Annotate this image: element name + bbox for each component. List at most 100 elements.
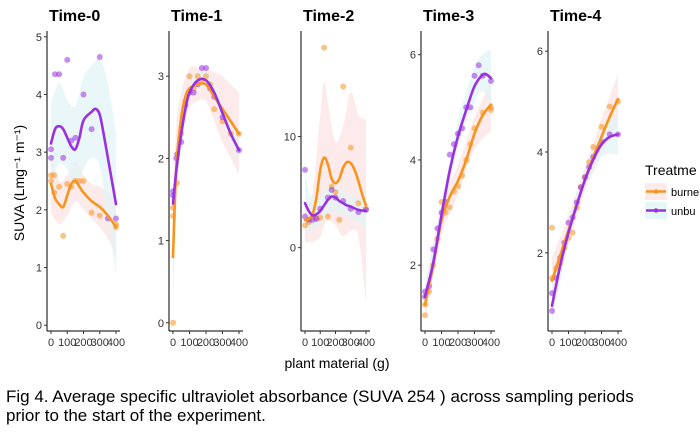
- data-point-unburned: [313, 215, 320, 222]
- y-tick-label: 3: [158, 71, 164, 83]
- data-point-unburned: [72, 134, 79, 141]
- x-tick-label: 400: [107, 337, 125, 349]
- x-tick-label: 300: [91, 337, 109, 349]
- smooth-fit-line-unburned: [171, 77, 241, 205]
- data-point-unburned: [446, 151, 453, 158]
- x-tick-label: 200: [197, 337, 215, 349]
- confidence-band-burned: [51, 155, 116, 256]
- x-tick-label: 100: [58, 337, 76, 349]
- smooth-fit-line-unburned: [423, 72, 493, 299]
- data-point-burned: [321, 44, 328, 51]
- x-tick-label: 100: [559, 337, 577, 349]
- y-tick-label: 6: [537, 46, 543, 58]
- data-point-unburned: [48, 146, 54, 153]
- legend-title: Treatme: [645, 162, 697, 178]
- x-tick-label: 200: [74, 337, 92, 349]
- data-point-unburned: [113, 215, 119, 222]
- figure-caption: Fig 4. Average specific ultraviolet abso…: [6, 387, 696, 425]
- x-tick-label: 0: [302, 337, 308, 349]
- x-tick-label: 400: [609, 337, 627, 349]
- legend-key-burned-point: [653, 189, 659, 194]
- y-tick-label: 5: [36, 32, 42, 44]
- data-point-burned: [48, 178, 54, 184]
- data-point-unburned: [48, 154, 54, 161]
- y-tick-label: 2: [410, 260, 416, 272]
- data-point-unburned: [64, 56, 71, 63]
- panel-title: Time-4: [550, 8, 601, 25]
- y-tick-label: 4: [36, 89, 42, 101]
- data-point-unburned: [56, 71, 63, 78]
- data-point-unburned: [302, 166, 308, 173]
- data-point-unburned: [471, 72, 478, 79]
- x-axis-label: plant material (g): [284, 355, 389, 371]
- data-point-burned: [340, 83, 347, 90]
- confidence-band-burned: [173, 66, 239, 303]
- y-tick-label: 1: [36, 263, 42, 275]
- data-point-burned: [60, 232, 67, 239]
- y-tick-label: 0: [290, 243, 296, 255]
- x-tick-label: 300: [592, 337, 610, 349]
- legend-key-unburned-point: [653, 208, 659, 213]
- smooth-fit-line-unburned: [550, 133, 620, 308]
- x-tick-label: 100: [180, 337, 198, 349]
- data-point-burned: [96, 212, 103, 219]
- data-point-unburned: [549, 307, 555, 314]
- data-point-burned: [347, 144, 354, 151]
- data-point-unburned: [475, 62, 482, 69]
- caption-line-1: Fig 4. Average specific ultraviolet abso…: [6, 387, 634, 406]
- smooth-fit-line-burned: [49, 179, 118, 229]
- x-tick-label: 300: [213, 337, 231, 349]
- legend-label-unburned: unbu: [671, 206, 695, 218]
- data-point-burned: [598, 123, 605, 130]
- data-point-unburned: [80, 91, 87, 98]
- caption-line-2: prior to the start of the experiment.: [6, 406, 266, 425]
- y-tick-label: 3: [36, 147, 42, 159]
- data-point-burned: [170, 319, 176, 326]
- x-tick-label: 400: [357, 337, 375, 349]
- smooth-fit-line-burned: [171, 82, 241, 259]
- confidence-band-unburned: [552, 114, 618, 321]
- data-point-burned: [488, 106, 494, 113]
- panel-title: Time-2: [303, 8, 354, 25]
- data-point-unburned: [203, 64, 209, 71]
- x-tick-label: 0: [549, 337, 555, 349]
- data-point-unburned: [198, 64, 205, 71]
- data-point-burned: [324, 213, 331, 220]
- y-axis-label: SUVA (Lmg⁻¹ m⁻¹): [11, 125, 27, 241]
- data-point-unburned: [488, 78, 494, 84]
- data-point-burned: [186, 73, 193, 80]
- data-point-burned: [80, 178, 87, 184]
- confidence-band-burned: [425, 81, 491, 321]
- panel-title: Time-0: [49, 8, 100, 25]
- chart-figure: SUVA (Lmg⁻¹ m⁻¹) plant material (g) Time…: [11, 8, 699, 371]
- data-point-burned: [194, 73, 201, 80]
- data-point-unburned: [96, 53, 103, 60]
- x-tick-label: 100: [432, 337, 450, 349]
- data-point-burned: [336, 216, 343, 223]
- y-tick-label: 2: [158, 153, 164, 165]
- data-point-burned: [549, 224, 555, 231]
- x-tick-label: 400: [482, 337, 500, 349]
- data-point-burned: [56, 183, 63, 190]
- x-tick-label: 400: [230, 337, 248, 349]
- data-point-burned: [203, 73, 209, 80]
- smooth-fit-line-unburned: [49, 107, 118, 206]
- data-point-burned: [88, 209, 95, 216]
- data-point-burned: [355, 200, 362, 207]
- x-tick-label: 0: [48, 337, 54, 349]
- data-point-burned: [446, 204, 453, 211]
- data-point-burned: [211, 106, 218, 113]
- panel-title: Time-3: [423, 8, 474, 25]
- data-point-unburned: [328, 186, 335, 193]
- data-point-burned: [422, 312, 428, 319]
- y-tick-label: 1: [158, 236, 164, 248]
- y-tick-label: 4: [537, 147, 543, 159]
- y-tick-label: 4: [410, 155, 416, 167]
- y-tick-label: 10: [284, 132, 296, 144]
- x-tick-label: 200: [576, 337, 594, 349]
